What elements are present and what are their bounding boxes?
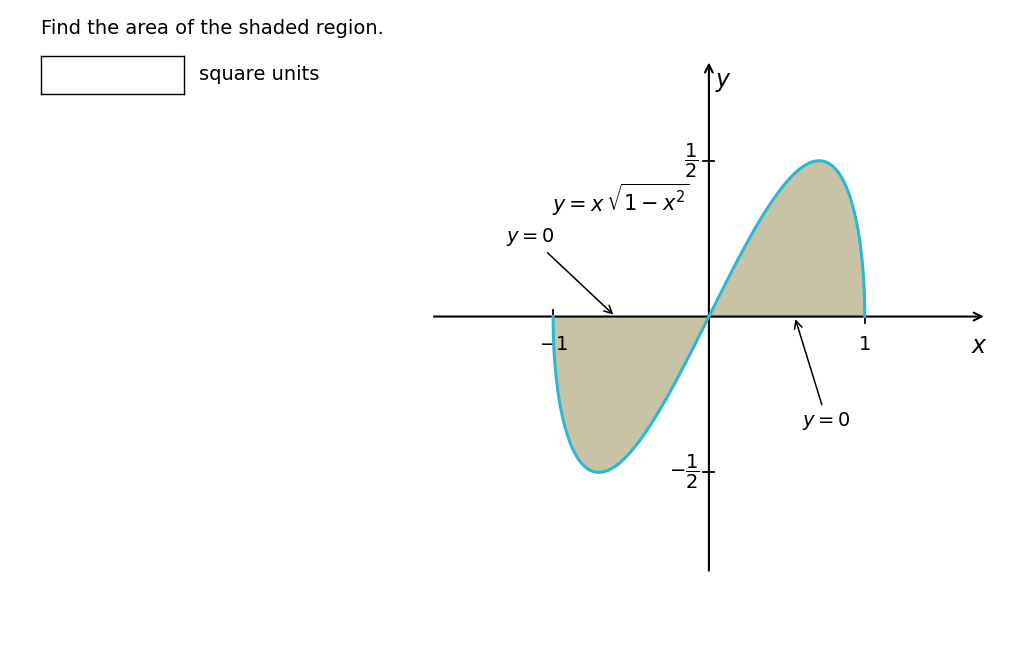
Text: y: y <box>714 68 729 92</box>
Text: $y = 0$: $y = 0$ <box>794 321 851 432</box>
Text: $y = x\,\sqrt{1-x^2}$: $y = x\,\sqrt{1-x^2}$ <box>551 182 689 218</box>
Text: square units: square units <box>199 65 319 85</box>
Text: $1$: $1$ <box>858 335 870 354</box>
Text: $-1$: $-1$ <box>538 335 567 354</box>
Text: Find the area of the shaded region.: Find the area of the shaded region. <box>41 19 383 38</box>
Text: x: x <box>970 334 984 358</box>
Text: $-\dfrac{1}{2}$: $-\dfrac{1}{2}$ <box>668 453 699 492</box>
Text: $y = 0$: $y = 0$ <box>505 226 611 313</box>
Text: $\dfrac{1}{2}$: $\dfrac{1}{2}$ <box>683 141 697 180</box>
